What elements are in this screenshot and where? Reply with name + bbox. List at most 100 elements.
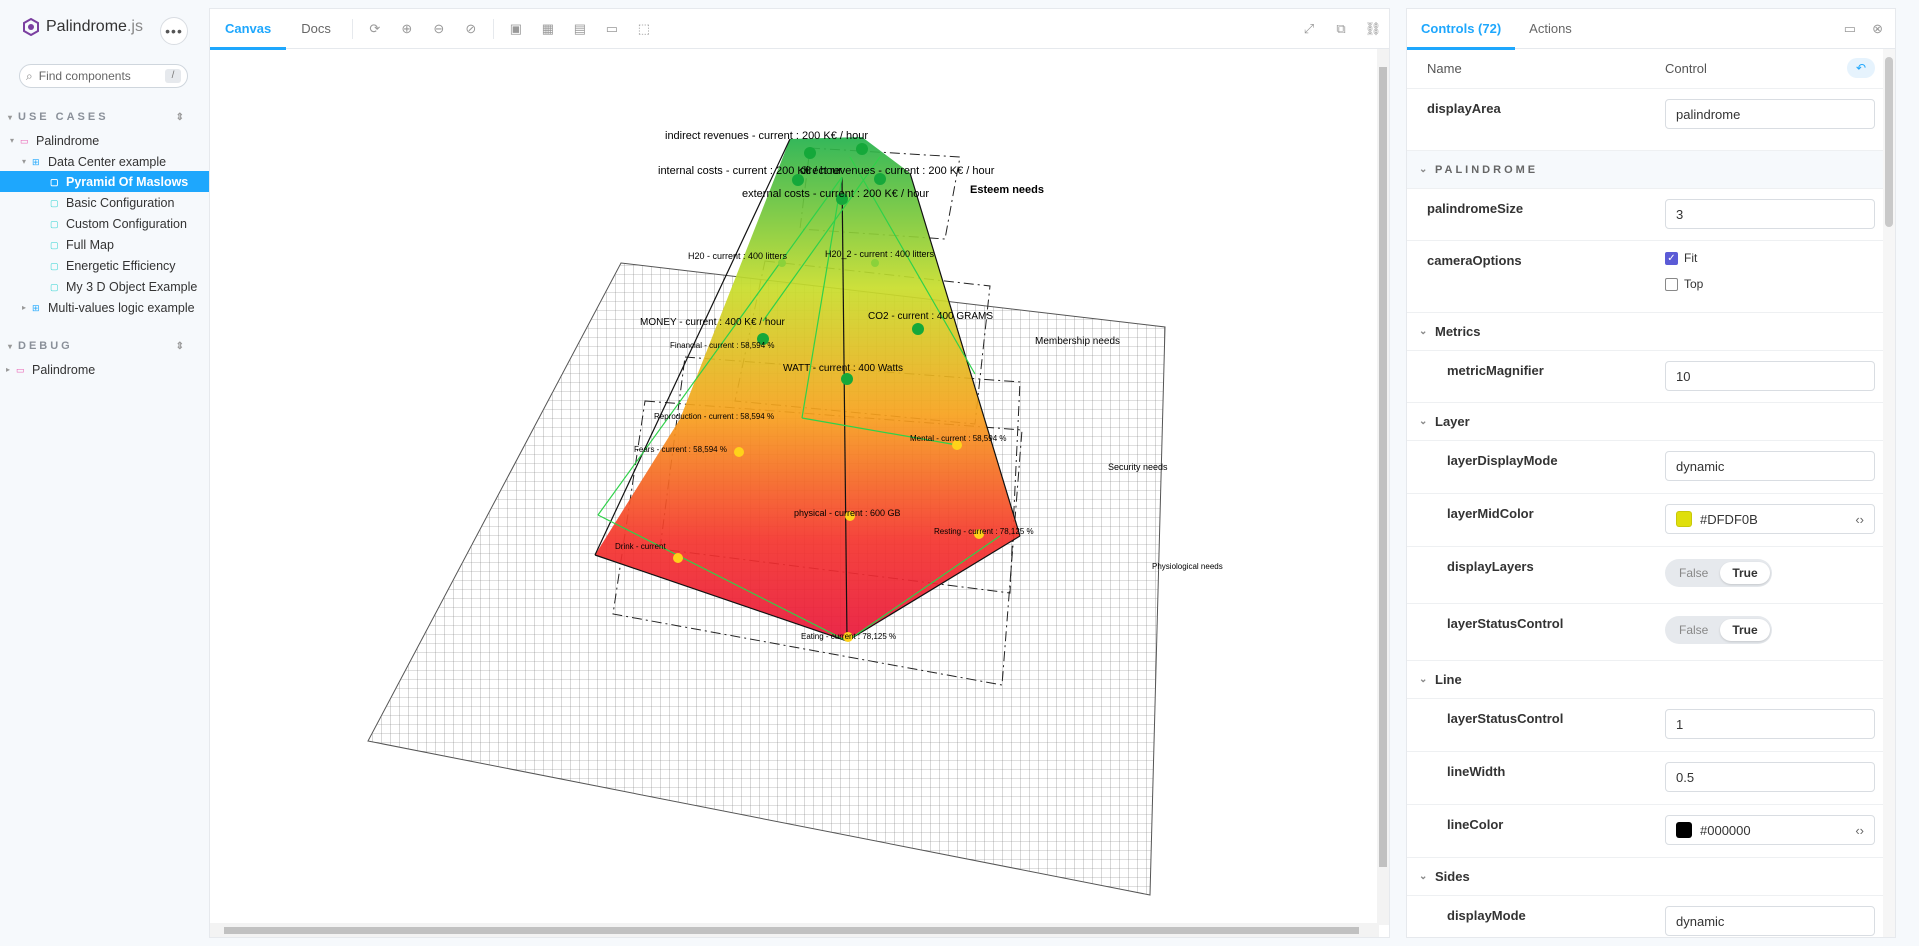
panel-position-icon[interactable]: ▭ [1843,20,1857,36]
control-name: layerMidColor [1447,506,1534,521]
displaymode-input[interactable]: dynamic [1665,906,1875,936]
sidebar-item-pyramid-of-maslows[interactable]: ▢ Pyramid Of Maslows [0,171,209,192]
top-checkbox[interactable]: Top [1665,277,1703,291]
story-icon: ▢ [50,197,59,208]
sidebar-item-label: Basic Configuration [66,195,175,210]
canvas-horizontal-scrollbar[interactable] [210,923,1379,937]
open-new-tab-icon[interactable]: ⧉ [1336,20,1346,36]
code-toggle-icon[interactable]: ‹› [1855,511,1864,527]
close-panel-icon[interactable]: ⊗ [1872,20,1883,36]
sidebar-item-full-map[interactable]: ▢ Full Map [0,234,209,255]
control-row-displayarea: displayArea palindrome [1407,89,1895,151]
canvas-vertical-scrollbar[interactable] [1377,49,1389,925]
outline-icon[interactable]: ⬚ [637,20,651,36]
viewport-icon[interactable]: ▤ [573,20,587,36]
color-swatch[interactable] [1676,511,1692,527]
reload-icon[interactable]: ⟳ [369,20,381,36]
sides-group-header[interactable]: ⌄ Sides [1407,858,1895,896]
metric-lines [597,156,1001,642]
fullscreen-icon[interactable]: ⤢ [1303,20,1315,36]
group-title: PALINDROME [1435,163,1539,176]
palindrome-group-header[interactable]: ⌄ PALINDROME [1407,151,1895,189]
copy-link-icon[interactable]: ⛓ [1364,20,1382,36]
sidebar-item-3d-object-example[interactable]: ▢ My 3 D Object Example [0,276,209,297]
background-icon[interactable]: ▣ [509,20,523,36]
control-name: layerDisplayMode [1447,453,1558,468]
scrollbar-thumb[interactable] [1379,67,1387,867]
zoom-reset-icon[interactable]: ⊘ [465,20,477,36]
grid-icon[interactable]: ▦ [541,20,555,36]
control-name: metricMagnifier [1447,363,1544,378]
linewidth-input[interactable]: 0.5 [1665,762,1875,792]
brand-logo[interactable]: Palindrome.js [22,18,143,36]
sidebar-item-custom-configuration[interactable]: ▢ Custom Configuration [0,213,209,234]
use-cases-section-header[interactable]: ▾ USE CASES ⇕ [8,111,184,123]
toolbar-divider [492,18,494,39]
label-financial: Financial - current : 58,594 % [670,341,775,350]
line-group-header[interactable]: ⌄ Line [1407,661,1895,699]
sidebar-item-multi-values[interactable]: ▸ ⊞ Multi-values logic example [0,297,209,318]
expand-collapse-icon[interactable]: ⇕ [175,111,184,123]
zoom-out-icon[interactable]: ⊖ [433,20,445,36]
measure-icon[interactable]: ▭ [605,20,619,36]
reset-controls-icon[interactable]: ↶ [1847,58,1875,78]
color-swatch[interactable] [1676,822,1692,838]
sidebar-item-palindrome[interactable]: ▾ ▭ Palindrome [0,130,209,151]
tab-controls[interactable]: Controls (72) [1407,9,1516,50]
layer-group-header[interactable]: ⌄ Layer [1407,403,1895,441]
code-toggle-icon[interactable]: ‹› [1855,822,1864,838]
control-row-displaylayers: displayLayers False True [1407,547,1895,604]
debug-section-header[interactable]: ▾ DEBUG ⇕ [8,340,184,352]
label-physiological-needs: Physiological needs [1152,562,1223,571]
toggle-false[interactable]: False [1679,623,1709,637]
expand-collapse-icon[interactable]: ⇕ [175,340,184,352]
sidebar-item-data-center[interactable]: ▾ ⊞ Data Center example [0,151,209,172]
chevron-down-icon: ⌄ [1419,326,1428,337]
scrollbar-thumb[interactable] [1885,57,1893,227]
control-row-line-statuscontrol: layerStatusControl 1 [1407,699,1895,752]
label-h2o: H20 - current : 400 litters [688,251,788,261]
metricmagnifier-input[interactable]: 10 [1665,361,1875,391]
toggle-true[interactable]: True [1720,562,1770,584]
metrics-group-header[interactable]: ⌄ Metrics [1407,313,1895,351]
panel-scrollbar[interactable] [1883,49,1895,937]
tab-actions[interactable]: Actions [1529,21,1572,36]
use-cases-title: USE CASES [18,111,109,123]
palindromesize-input[interactable]: 3 [1665,199,1875,229]
sidebar-item-debug-palindrome[interactable]: ▸ ▭ Palindrome [0,359,209,380]
displaylayers-toggle[interactable]: False True [1665,559,1772,587]
sidebar-item-label: Custom Configuration [66,216,187,231]
sidebar-item-energetic-efficiency[interactable]: ▢ Energetic Efficiency [0,255,209,276]
line-statuscontrol-input[interactable]: 1 [1665,709,1875,739]
layerdisplaymode-input[interactable]: dynamic [1665,451,1875,481]
control-name: lineWidth [1447,764,1506,779]
displayarea-input[interactable]: palindrome [1665,99,1875,129]
preview-toolbar: Canvas Docs ⟳ ⊕ ⊖ ⊘ ▣ ▦ ▤ ▭ ⬚ ⤢ ⧉ ⛓ [210,9,1389,50]
sidebar-item-label: Multi-values logic example [48,300,195,315]
fit-checkbox[interactable]: ✓ Fit [1665,251,1703,265]
label-h2o-2: H20_2 - current : 400 litters [825,249,935,259]
scrollbar-thumb[interactable] [224,927,1359,934]
preview-area: Canvas Docs ⟳ ⊕ ⊖ ⊘ ▣ ▦ ▤ ▭ ⬚ ⤢ ⧉ ⛓ [209,8,1390,938]
palindrome-3d-canvas[interactable]: indirect revenues - current : 200 K€ / h… [210,49,1391,937]
more-options-button[interactable]: ••• [160,17,188,45]
search-input[interactable]: ⌕ Find components / [19,64,188,88]
control-name: layerStatusControl [1447,711,1564,726]
sidebar-item-label: Pyramid Of Maslows [66,174,189,189]
story-icon: ▢ [50,239,59,250]
layerstatuscontrol-toggle[interactable]: False True [1665,616,1772,644]
group-title: Sides [1435,869,1470,884]
sidebar-item-basic-configuration[interactable]: ▢ Basic Configuration [0,192,209,213]
color-value: #DFDF0B [1700,511,1758,527]
tab-docs[interactable]: Docs [301,21,331,36]
linecolor-picker[interactable]: #000000 ‹› [1665,815,1875,845]
toggle-true[interactable]: True [1720,619,1770,641]
control-name: cameraOptions [1427,253,1522,268]
control-name: displayArea [1427,101,1501,116]
toggle-false[interactable]: False [1679,566,1709,580]
zoom-in-icon[interactable]: ⊕ [401,20,413,36]
layermidcolor-picker[interactable]: #DFDF0B ‹› [1665,504,1875,534]
tab-canvas[interactable]: Canvas [210,9,287,50]
chevron-down-icon: ⌄ [1419,674,1428,685]
label-mental: Mental - current : 58,594 % [910,434,1007,443]
